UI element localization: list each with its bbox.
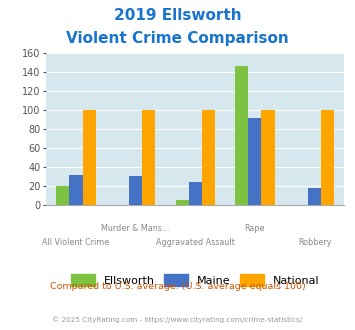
Text: Violent Crime Comparison: Violent Crime Comparison bbox=[66, 31, 289, 46]
Bar bbox=[142, 110, 155, 205]
Bar bbox=[129, 176, 142, 205]
Text: Compared to U.S. average. (U.S. average equals 100): Compared to U.S. average. (U.S. average … bbox=[50, 282, 305, 291]
Bar bbox=[176, 200, 189, 205]
Bar bbox=[189, 182, 202, 205]
Text: Murder & Mans...: Murder & Mans... bbox=[102, 224, 170, 233]
Bar bbox=[308, 187, 321, 205]
Bar bbox=[235, 66, 248, 205]
Bar bbox=[70, 175, 82, 205]
Bar bbox=[82, 110, 95, 205]
Bar bbox=[56, 185, 70, 205]
Bar bbox=[248, 118, 261, 205]
Text: Rape: Rape bbox=[245, 224, 265, 233]
Text: All Violent Crime: All Violent Crime bbox=[42, 238, 110, 247]
Text: 2019 Ellsworth: 2019 Ellsworth bbox=[114, 8, 241, 23]
Text: Aggravated Assault: Aggravated Assault bbox=[156, 238, 235, 247]
Bar bbox=[202, 110, 215, 205]
Bar bbox=[261, 110, 274, 205]
Bar bbox=[321, 110, 334, 205]
Text: Robbery: Robbery bbox=[298, 238, 331, 247]
Text: © 2025 CityRating.com - https://www.cityrating.com/crime-statistics/: © 2025 CityRating.com - https://www.city… bbox=[53, 317, 302, 323]
Legend: Ellsworth, Maine, National: Ellsworth, Maine, National bbox=[71, 274, 320, 286]
